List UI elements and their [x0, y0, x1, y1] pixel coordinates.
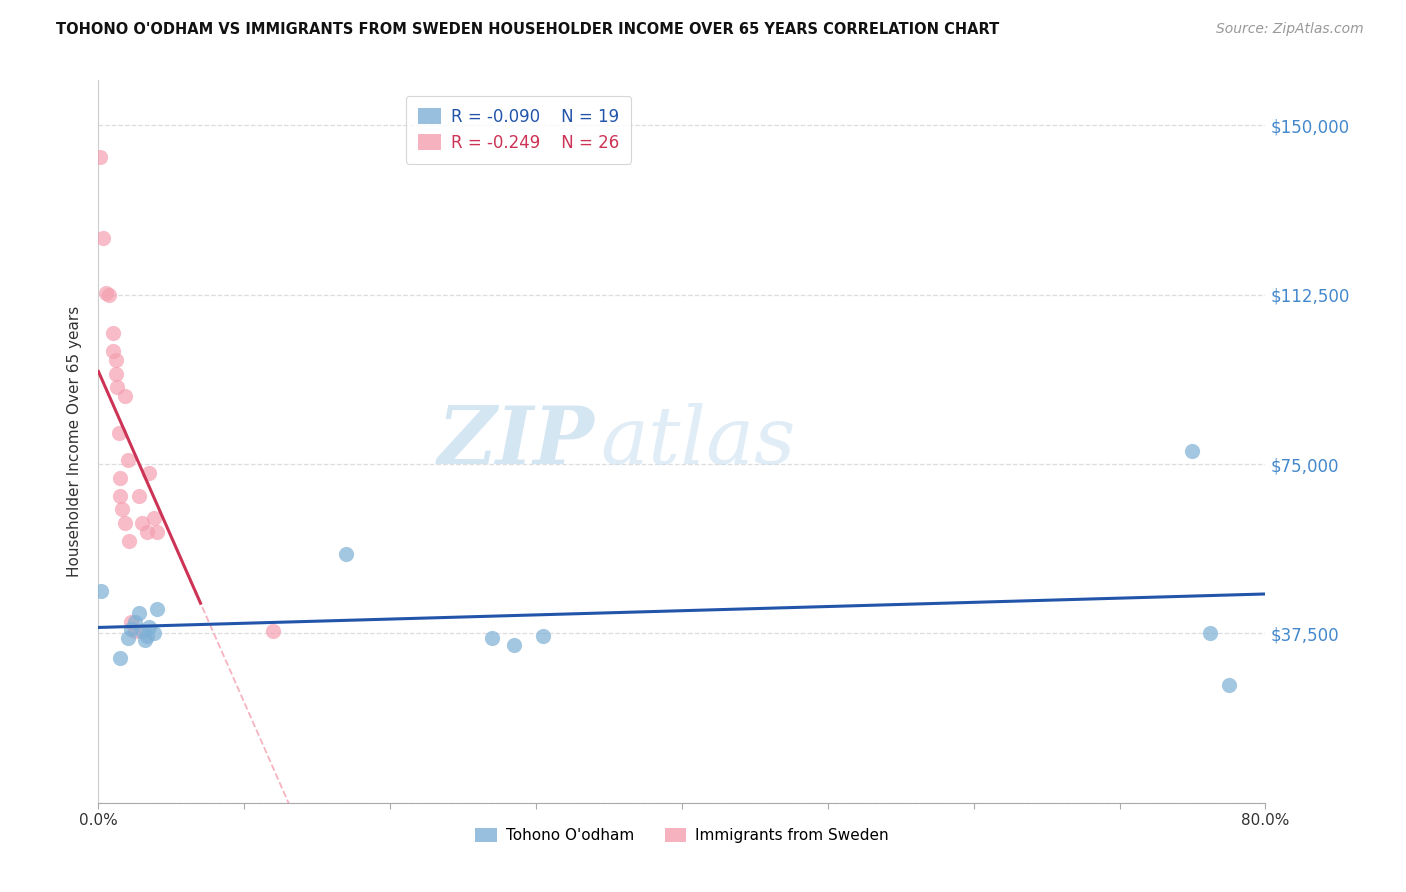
Text: Source: ZipAtlas.com: Source: ZipAtlas.com	[1216, 22, 1364, 37]
Point	[110, 489, 132, 503]
Point	[142, 511, 165, 525]
Point	[1181, 443, 1204, 458]
Point	[134, 633, 156, 648]
Point	[138, 620, 160, 634]
Point	[135, 629, 157, 643]
Point	[108, 425, 131, 440]
Point	[503, 638, 526, 652]
Text: TOHONO O'ODHAM VS IMMIGRANTS FROM SWEDEN HOUSEHOLDER INCOME OVER 65 YEARS CORREL: TOHONO O'ODHAM VS IMMIGRANTS FROM SWEDEN…	[56, 22, 1000, 37]
Point	[104, 367, 127, 381]
Point	[105, 380, 128, 394]
Point	[138, 466, 160, 480]
Point	[146, 601, 169, 615]
Point	[120, 622, 142, 636]
Point	[128, 489, 150, 503]
Point	[101, 344, 124, 359]
Y-axis label: Householder Income Over 65 years: Householder Income Over 65 years	[67, 306, 83, 577]
Legend: Tohono O'odham, Immigrants from Sweden: Tohono O'odham, Immigrants from Sweden	[470, 822, 894, 849]
Point	[1199, 626, 1222, 640]
Point	[89, 150, 111, 164]
Point	[111, 502, 134, 516]
Point	[131, 516, 153, 530]
Point	[120, 615, 142, 630]
Point	[146, 524, 169, 539]
Point	[94, 285, 117, 300]
Point	[335, 548, 357, 562]
Point	[91, 231, 114, 245]
Point	[117, 452, 139, 467]
Point	[131, 624, 153, 639]
Point	[117, 631, 139, 645]
Point	[97, 287, 120, 301]
Point	[128, 606, 150, 620]
Point	[114, 389, 136, 403]
Point	[124, 624, 146, 639]
Point	[531, 629, 554, 643]
Point	[481, 631, 503, 645]
Point	[118, 533, 141, 548]
Point	[110, 651, 132, 665]
Point	[90, 583, 112, 598]
Point	[262, 624, 284, 639]
Point	[1218, 678, 1240, 692]
Point	[142, 626, 165, 640]
Point	[110, 470, 132, 484]
Point	[135, 524, 157, 539]
Text: ZIP: ZIP	[437, 403, 595, 480]
Text: atlas: atlas	[600, 403, 796, 480]
Point	[104, 353, 127, 368]
Point	[114, 516, 136, 530]
Point	[101, 326, 124, 340]
Point	[124, 615, 146, 630]
